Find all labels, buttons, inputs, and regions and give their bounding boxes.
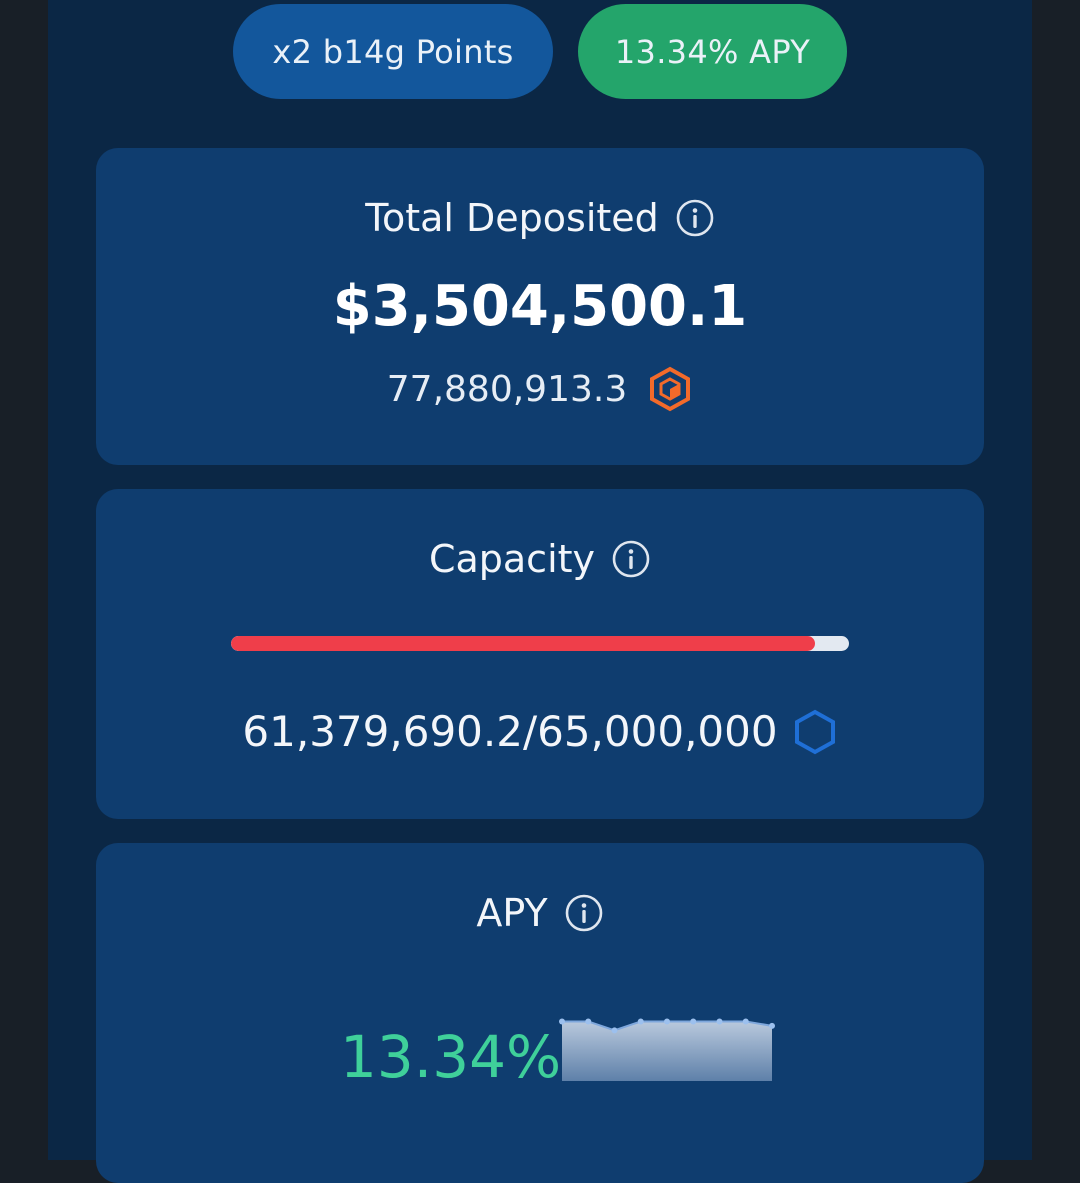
apy-title: APY [476,891,548,935]
total-deposited-token-amount: 77,880,913.3 [386,368,628,410]
orange-cube-token-icon [647,366,693,412]
apy-card: APY 13.34% [96,843,984,1183]
capacity-progress-bar [231,636,849,651]
sparkline-point [637,1018,644,1025]
sparkline-point [742,1018,749,1025]
capacity-card: Capacity 61,379,690.2/65,000,000 [96,489,984,819]
apy-value: 13.34% [340,1023,562,1091]
total-deposited-token-row: 77,880,913.3 [96,366,984,412]
info-icon[interactable] [675,198,715,238]
capacity-title: Capacity [428,537,596,581]
sparkline-point [769,1022,775,1029]
blue-hexagon-token-icon [792,708,838,756]
apy-header: APY [96,891,984,935]
total-deposited-card: Total Deposited $3,504,500.1 77,880,913.… [96,148,984,465]
sparkline-point [559,1018,565,1025]
points-badge-label: x2 b14g Points [272,32,514,71]
total-deposited-title: Total Deposited [365,196,659,240]
vault-panel: x2 b14g Points 13.34% APY Total Deposite… [48,0,1032,1183]
capacity-header: Capacity [96,537,984,581]
total-deposited-usd: $3,504,500.1 [332,274,748,339]
capacity-progress-fill [231,636,815,651]
sparkline-point [585,1018,592,1025]
points-badge: x2 b14g Points [233,4,553,99]
apy-badge: 13.34% APY [578,4,847,99]
capacity-amount: 61,379,690.2/65,000,000 [242,707,778,756]
sparkline-point [690,1018,697,1025]
info-icon[interactable] [564,893,604,933]
capacity-amount-row: 61,379,690.2/65,000,000 [96,707,984,756]
sparkline-point [716,1018,723,1025]
apy-badge-label: 13.34% APY [614,32,811,71]
sparkline-area [562,1021,772,1081]
apy-sparkline [559,1018,775,1081]
sparkline-point [611,1027,618,1034]
info-icon[interactable] [611,539,651,579]
total-deposited-header: Total Deposited [96,196,984,240]
sparkline-point [664,1018,670,1025]
